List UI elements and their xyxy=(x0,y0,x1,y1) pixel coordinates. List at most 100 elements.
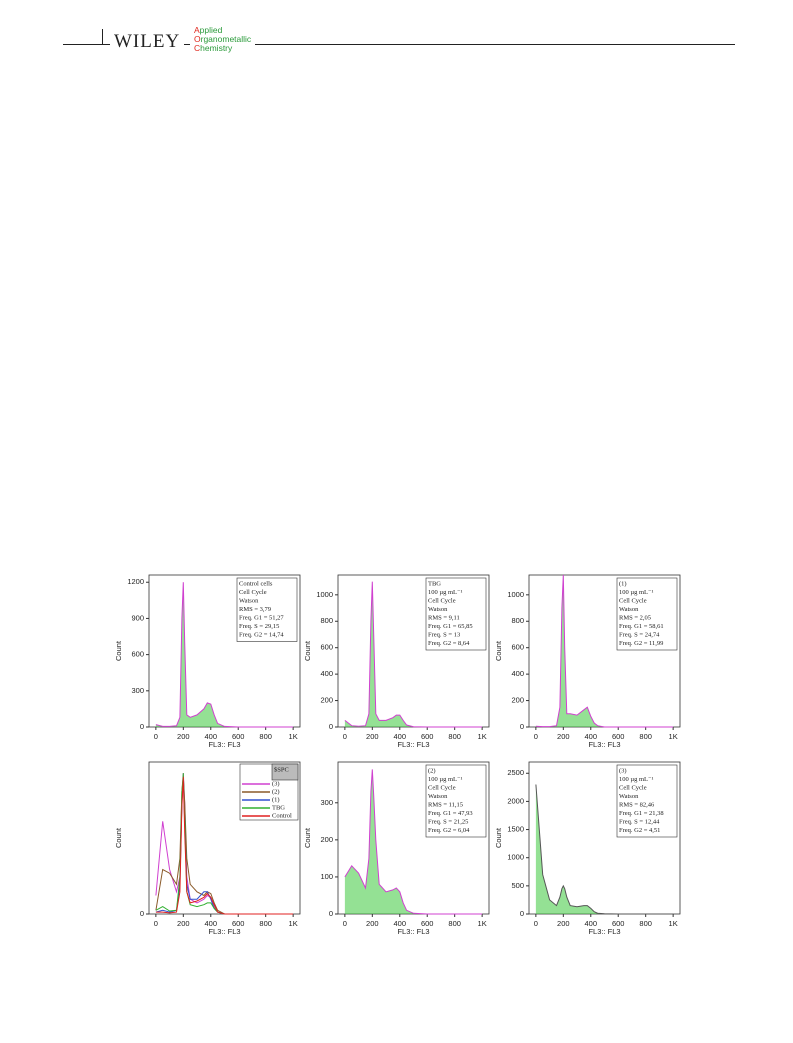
y-tick-label: 1000 xyxy=(507,590,524,599)
y-axis-label: Count xyxy=(303,827,312,848)
annotation-line: TBG xyxy=(428,580,441,587)
annotation-line: RMS = 2,05 xyxy=(619,614,651,621)
annotation-line: Freq. G2 = 11,99 xyxy=(619,640,663,647)
y-tick-label: 900 xyxy=(131,613,144,622)
annotation-line: RMS = 82,46 xyxy=(619,801,655,808)
annotation-line: Cell Cycle xyxy=(239,589,267,596)
y-tick-label: 0 xyxy=(329,722,333,731)
annotation-line: 100 µg mL⁻¹ xyxy=(428,589,462,596)
x-tick-label: 600 xyxy=(612,919,625,928)
curve xyxy=(535,574,674,728)
y-tick-label: 800 xyxy=(320,616,333,625)
annotation-box xyxy=(425,764,487,838)
x-tick-label: 1K xyxy=(289,919,298,928)
annotation-box xyxy=(425,577,487,651)
legend-header xyxy=(271,763,299,781)
x-tick-label: 0 xyxy=(154,919,158,928)
y-tick-label: 200 xyxy=(511,696,524,705)
y-tick-label: 800 xyxy=(511,616,524,625)
y-tick-label: 0 xyxy=(329,909,333,918)
x-tick-label: 0 xyxy=(534,919,538,928)
x-tick-label: 0 xyxy=(154,732,158,741)
x-tick-label: 400 xyxy=(394,919,407,928)
y-tick-label: 400 xyxy=(511,669,524,678)
annotation-line: Cell Cycle xyxy=(428,784,456,791)
annotation-line: Freq. G2 = 14,74 xyxy=(239,631,284,638)
x-tick-label: 1K xyxy=(478,919,487,928)
x-tick-label: 400 xyxy=(394,732,407,741)
y-tick-label: 200 xyxy=(320,696,333,705)
annotation-line: Freq. G2 = 4,51 xyxy=(619,827,660,834)
x-tick-label: 800 xyxy=(639,732,652,741)
x-tick-label: 600 xyxy=(612,732,625,741)
annotation-line: RMS = 11,15 xyxy=(428,801,463,808)
curve xyxy=(344,769,483,915)
annotation-line: Freq. G1 = 47,93 xyxy=(428,810,473,817)
x-tick-label: 200 xyxy=(366,919,379,928)
annotation-line: Cell Cycle xyxy=(428,597,456,604)
x-tick-label: 400 xyxy=(585,919,598,928)
legend-entry: (2) xyxy=(272,788,280,795)
x-tick-label: 600 xyxy=(421,919,434,928)
x-tick-label: 1K xyxy=(478,732,487,741)
y-tick-label: 600 xyxy=(131,650,144,659)
annotation-line: Freq. G2 = 6,04 xyxy=(428,827,470,834)
x-tick-label: 600 xyxy=(421,732,434,741)
x-axis-label: FL3:: FL3 xyxy=(588,740,620,749)
y-tick-label: 100 xyxy=(320,872,333,881)
y-tick-label: 300 xyxy=(320,798,333,807)
curve xyxy=(344,581,483,728)
annotation-line: (1) xyxy=(619,580,627,587)
y-axis-label: Count xyxy=(494,827,503,848)
x-axis-label: FL3:: FL3 xyxy=(588,927,620,936)
x-tick-label: 0 xyxy=(343,732,347,741)
area xyxy=(344,769,483,914)
x-axis-label: FL3:: FL3 xyxy=(208,740,240,749)
y-tick-label: 1200 xyxy=(127,577,144,586)
x-tick-label: 1K xyxy=(289,732,298,741)
journal-line: Chemistry xyxy=(194,43,233,53)
annotation-line: Watson xyxy=(239,597,259,604)
y-tick-label: 0 xyxy=(140,909,144,918)
x-tick-label: 800 xyxy=(639,919,652,928)
legend-entry: (3) xyxy=(272,780,280,787)
journal-line: Applied xyxy=(194,25,223,35)
curve xyxy=(155,776,294,915)
annotation-line: Freq. S = 12,44 xyxy=(619,818,660,825)
x-tick-label: 600 xyxy=(232,732,245,741)
curve xyxy=(535,784,674,915)
annotation-line: Freq. S = 21,25 xyxy=(428,818,468,825)
annotation-line: Cell Cycle xyxy=(619,597,647,604)
annotation-line: Freq. G1 = 58,61 xyxy=(619,623,664,630)
annotation-line: Watson xyxy=(428,793,448,800)
annotation-box xyxy=(616,577,678,651)
annotation-line: Freq. G1 = 21,38 xyxy=(619,810,664,817)
area xyxy=(535,784,674,914)
area xyxy=(535,575,674,727)
annotation-line: Freq. G2 = 8,64 xyxy=(428,640,470,647)
curve xyxy=(155,582,294,728)
x-tick-label: 600 xyxy=(232,919,245,928)
x-axis-label: FL3:: FL3 xyxy=(397,927,429,936)
y-tick-label: 1500 xyxy=(507,825,524,834)
x-tick-label: 400 xyxy=(205,732,218,741)
y-axis-label: Count xyxy=(303,640,312,661)
y-tick-label: 600 xyxy=(320,643,333,652)
x-tick-label: 200 xyxy=(557,732,570,741)
y-tick-label: 400 xyxy=(320,669,333,678)
legend-entry: Control xyxy=(272,812,292,819)
annotation-line: 100 µg mL⁻¹ xyxy=(619,776,653,783)
header-rule xyxy=(63,44,735,45)
x-tick-label: 1K xyxy=(669,919,678,928)
y-tick-label: 1000 xyxy=(316,590,333,599)
annotation-line: Cell Cycle xyxy=(619,784,647,791)
x-tick-label: 400 xyxy=(585,732,598,741)
x-tick-label: 0 xyxy=(343,919,347,928)
annotation-line: Watson xyxy=(619,793,639,800)
y-axis-label: Count xyxy=(114,640,123,661)
x-axis-label: FL3:: FL3 xyxy=(397,740,429,749)
journal-line: Organometallic xyxy=(194,34,252,44)
y-tick-label: 0 xyxy=(140,722,144,731)
